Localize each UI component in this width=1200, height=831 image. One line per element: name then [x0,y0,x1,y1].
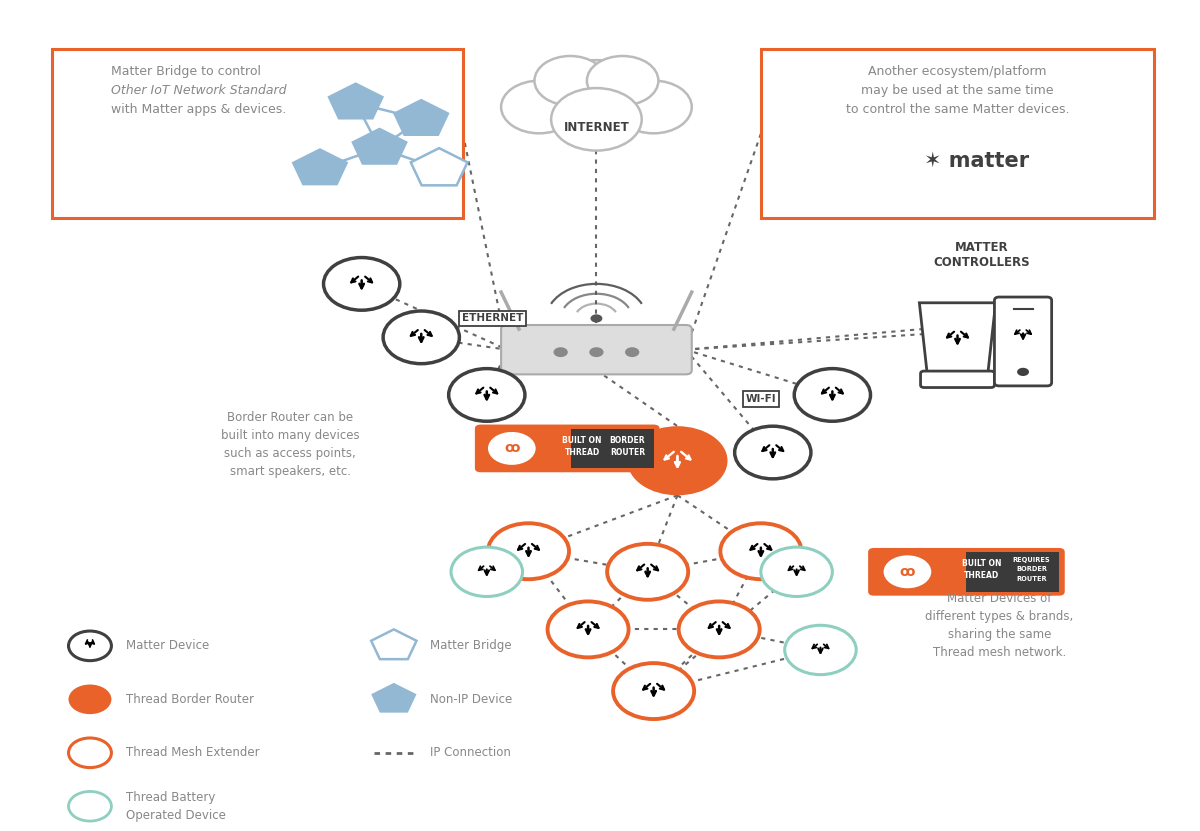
Circle shape [616,81,691,133]
Circle shape [383,311,460,364]
Circle shape [451,547,522,597]
Text: BUILT ON: BUILT ON [961,559,1001,568]
FancyBboxPatch shape [761,49,1154,218]
Circle shape [324,258,400,310]
Text: Border Router can be
built into many devices
such as access points,
smart speake: Border Router can be built into many dev… [221,411,360,478]
Circle shape [607,543,688,600]
Polygon shape [919,302,996,378]
Circle shape [551,88,642,150]
Text: ROUTER: ROUTER [610,448,644,457]
Text: THREAD: THREAD [964,572,998,580]
Text: BORDER: BORDER [610,435,646,445]
Circle shape [587,56,659,106]
Circle shape [720,524,802,579]
Text: WI-FI: WI-FI [745,394,776,404]
Text: REQUIRES: REQUIRES [1013,558,1050,563]
Circle shape [502,81,577,133]
Circle shape [625,347,640,357]
Circle shape [534,56,606,106]
Text: BORDER: BORDER [1016,567,1046,573]
Text: IP Connection: IP Connection [430,746,510,760]
Text: Another ecosystem/platform: Another ecosystem/platform [869,65,1046,78]
Circle shape [883,555,931,588]
Circle shape [794,369,870,421]
Text: ꝏ: ꝏ [900,565,916,579]
Text: Matter Bridge: Matter Bridge [430,639,511,652]
Circle shape [488,524,569,579]
FancyBboxPatch shape [920,371,995,387]
Text: Thread Mesh Extender: Thread Mesh Extender [126,746,259,760]
Text: THREAD: THREAD [564,448,600,457]
Circle shape [734,426,811,479]
Text: Other IoT Network Standard: Other IoT Network Standard [112,84,287,97]
FancyBboxPatch shape [995,297,1051,386]
Circle shape [589,347,604,357]
Circle shape [68,631,112,661]
Circle shape [1018,368,1028,376]
Text: Matter Device: Matter Device [126,639,209,652]
Circle shape [68,791,112,821]
Circle shape [785,625,857,675]
Text: ꝏ: ꝏ [504,441,520,455]
Circle shape [590,314,602,322]
Text: to control the same Matter devices.: to control the same Matter devices. [846,103,1069,116]
FancyBboxPatch shape [475,425,660,472]
FancyBboxPatch shape [966,552,1058,592]
FancyBboxPatch shape [868,548,1064,596]
Circle shape [68,738,112,768]
Text: MATTER
CONTROLLERS: MATTER CONTROLLERS [934,241,1030,269]
Circle shape [613,663,694,719]
Text: Thread Border Router: Thread Border Router [126,693,253,706]
FancyBboxPatch shape [502,325,691,375]
Text: Matter Bridge to control: Matter Bridge to control [112,65,262,78]
Circle shape [553,347,568,357]
Text: may be used at the same time: may be used at the same time [862,84,1054,97]
Text: ROUTER: ROUTER [1016,576,1046,583]
Text: Thread Battery
Operated Device: Thread Battery Operated Device [126,791,226,822]
Text: ✶ matter: ✶ matter [924,150,1030,170]
Circle shape [679,602,760,657]
Text: ETHERNET: ETHERNET [462,313,523,323]
Text: BUILT ON: BUILT ON [563,435,602,445]
Circle shape [547,602,629,657]
Text: Matter Devices of
different types & brands,
sharing the same
Thread mesh network: Matter Devices of different types & bran… [925,592,1073,659]
Text: Non-IP Device: Non-IP Device [430,693,512,706]
Circle shape [68,685,112,714]
Circle shape [488,432,535,465]
Circle shape [761,547,833,597]
Text: with Matter apps & devices.: with Matter apps & devices. [112,103,287,116]
Circle shape [449,369,524,421]
Text: INTERNET: INTERNET [564,121,629,134]
Circle shape [628,426,727,495]
FancyBboxPatch shape [571,429,654,468]
FancyBboxPatch shape [52,49,463,218]
Circle shape [546,60,647,129]
